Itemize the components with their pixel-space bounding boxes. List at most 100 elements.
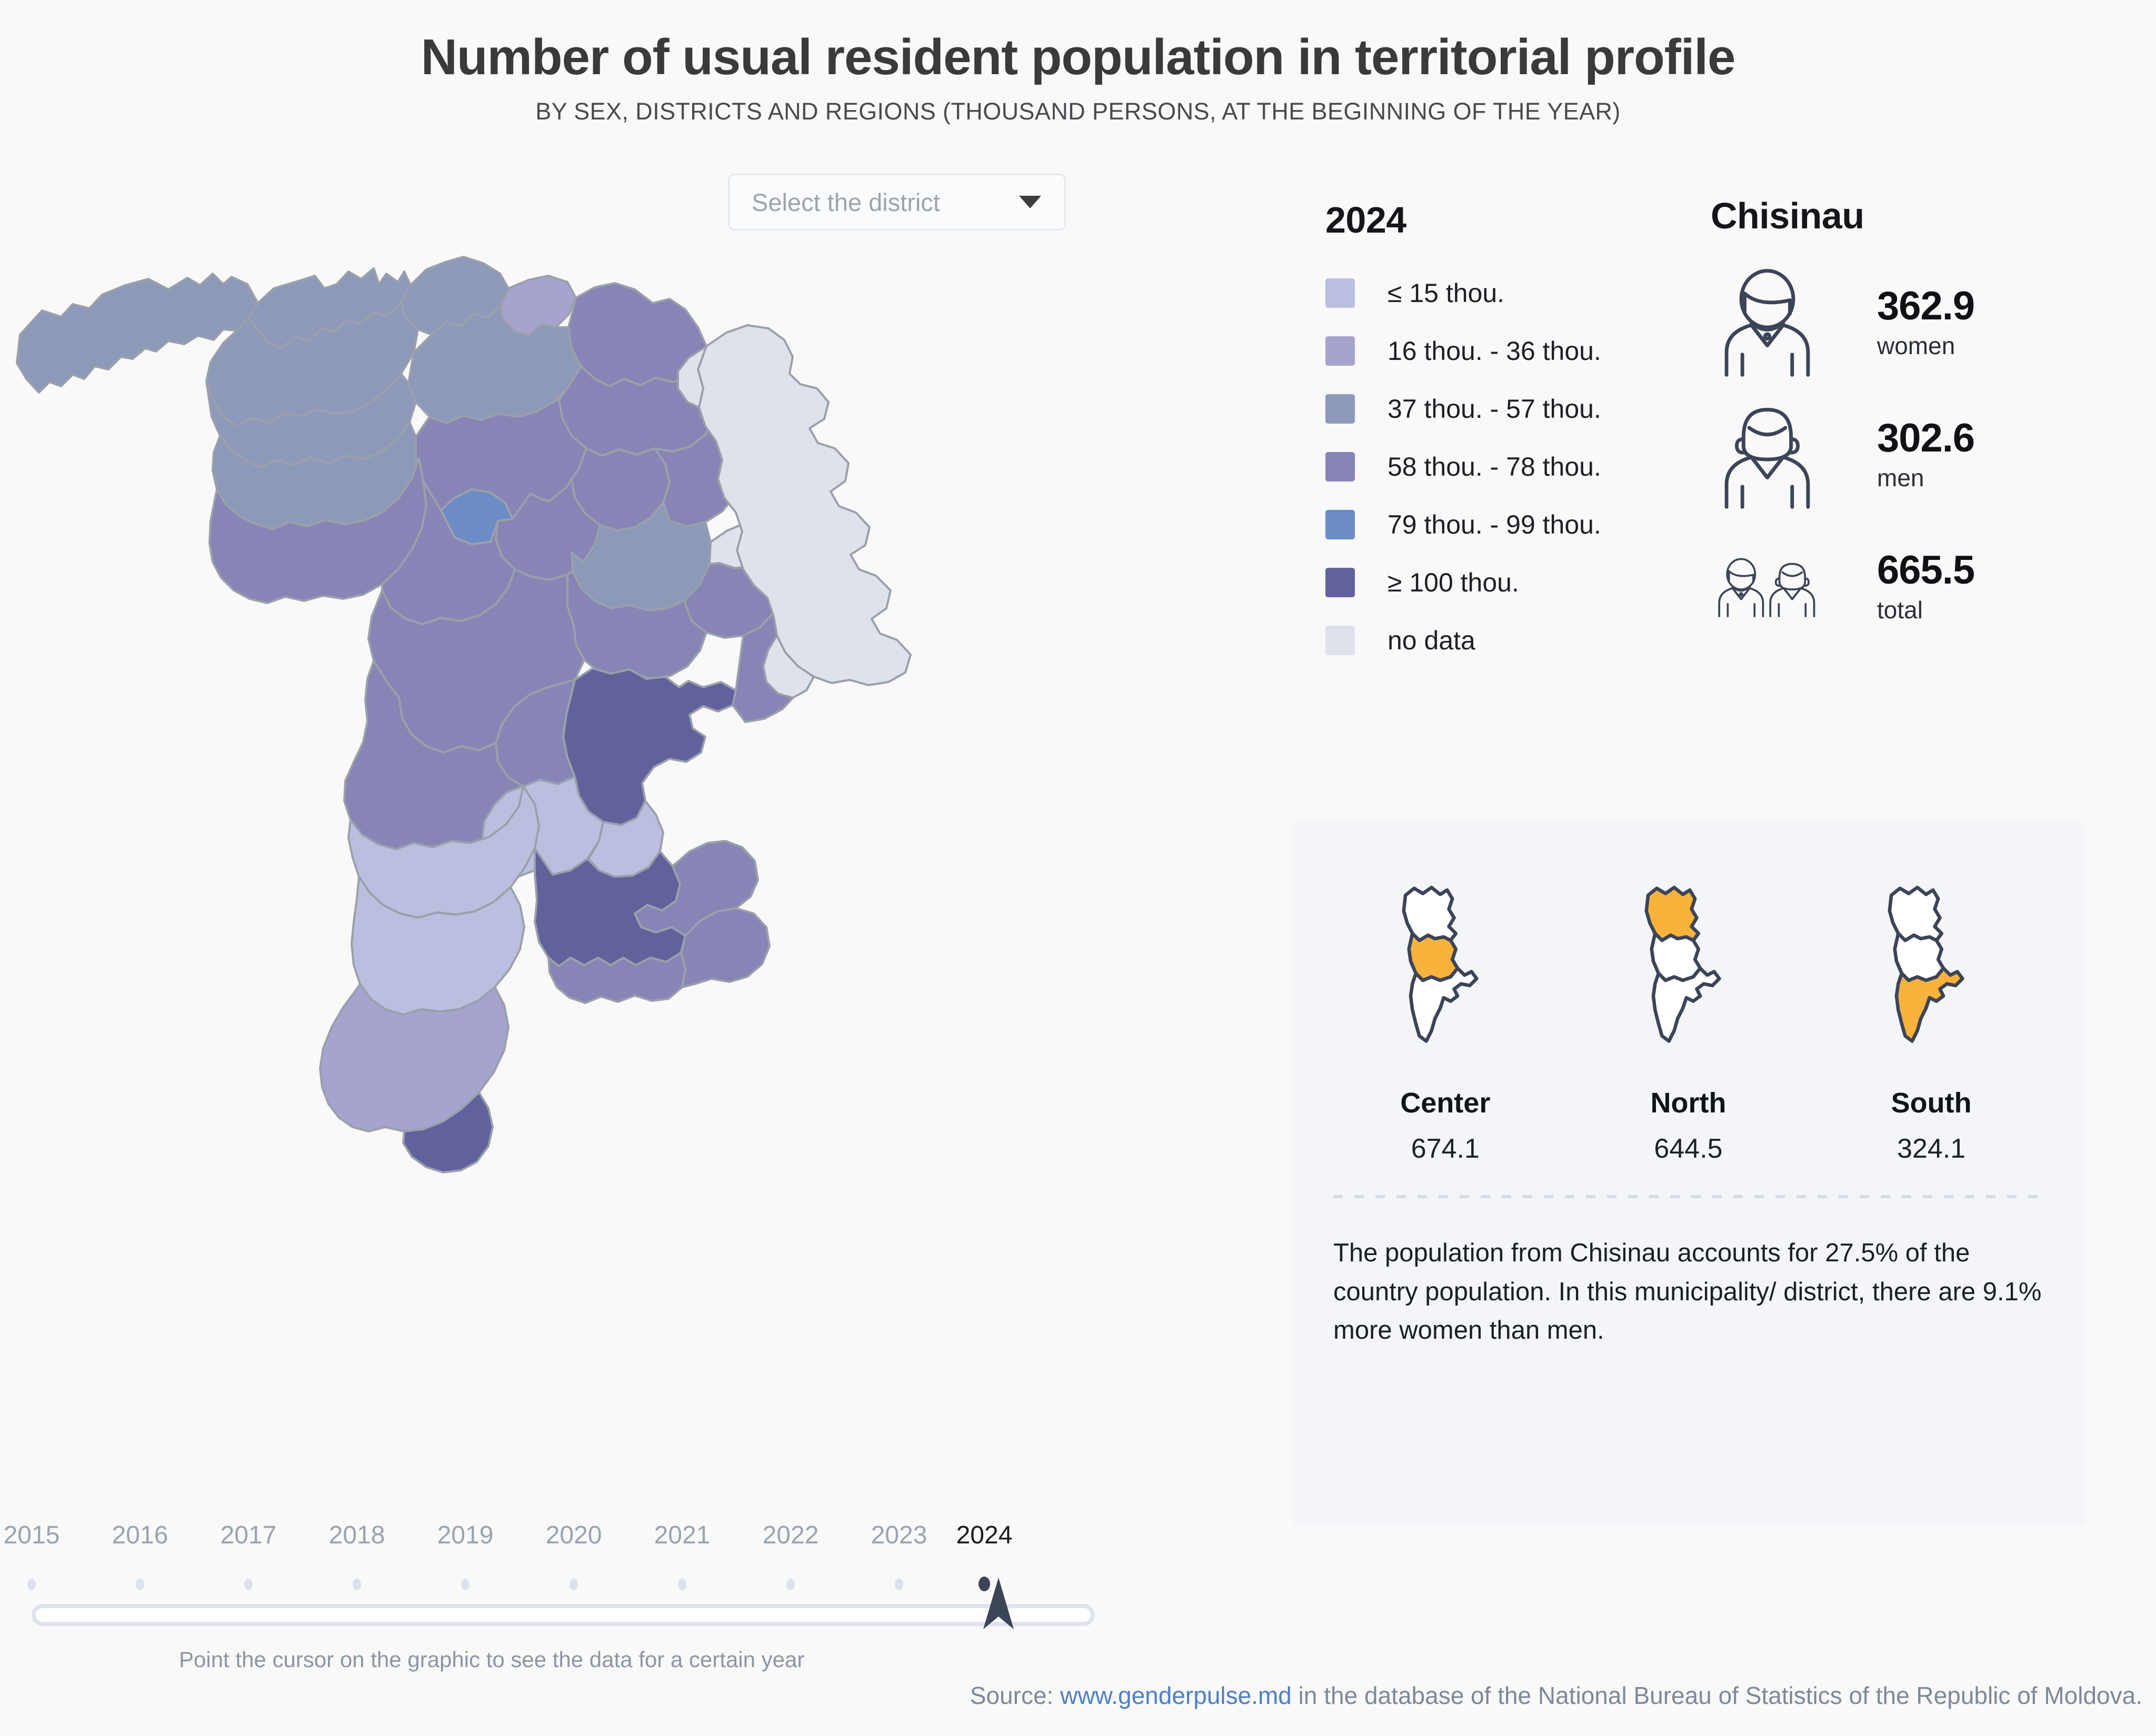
region-value: 324.1 bbox=[1897, 1133, 1966, 1164]
regions-note-text: The population from Chisinau accounts fo… bbox=[1333, 1239, 2042, 1344]
legend-swatch bbox=[1325, 510, 1355, 539]
region-no-data-transnistria[interactable] bbox=[697, 324, 912, 686]
timeline-dot-2015[interactable] bbox=[27, 1579, 36, 1590]
woman-and-man-avatar-icon bbox=[1711, 530, 1869, 644]
header: Number of usual resident population in t… bbox=[0, 0, 2156, 125]
region-value: 644.5 bbox=[1654, 1133, 1723, 1164]
selected-district-stats: Chisinau 362.9 women bbox=[1711, 195, 2090, 644]
district-vulcanesti[interactable] bbox=[402, 1091, 494, 1173]
legend-item[interactable]: 79 thou. - 99 thou. bbox=[1325, 496, 1601, 554]
region-item-center[interactable]: Center 674.1 bbox=[1345, 866, 1545, 1165]
timeline-year-labels: 2015 2016 2017 2018 2019 2020 2021 2022 … bbox=[4, 1521, 1095, 1563]
region-name: South bbox=[1891, 1087, 1972, 1119]
legend-label: ≤ 15 thou. bbox=[1388, 278, 1505, 308]
woman-avatar-icon bbox=[1711, 266, 1869, 379]
timeline-dot-2024[interactable] bbox=[979, 1577, 990, 1591]
source-link[interactable]: www.genderpulse.md bbox=[1060, 1682, 1292, 1709]
source-suffix: in the database of the National Bureau o… bbox=[1291, 1682, 2142, 1709]
region-no-data-camenca[interactable] bbox=[677, 345, 707, 408]
legend-item[interactable]: 16 thou. - 36 thou. bbox=[1325, 322, 1601, 380]
timeline-year-2023[interactable]: 2023 bbox=[871, 1521, 927, 1549]
legend-label: ≥ 100 thou. bbox=[1388, 568, 1519, 597]
legend-swatch bbox=[1325, 394, 1355, 424]
page-title: Number of usual resident population in t… bbox=[421, 29, 1736, 85]
moldova-choropleth-map[interactable] bbox=[11, 205, 1158, 1500]
stat-label: total bbox=[1877, 596, 1923, 624]
timeline-dot-2021[interactable] bbox=[678, 1579, 686, 1590]
timeline-year-2024[interactable]: 2024 bbox=[956, 1521, 1013, 1549]
page-subtitle: BY SEX, DISTRICTS AND REGIONS (THOUSAND … bbox=[535, 97, 1621, 125]
district-select-placeholder: Select the district bbox=[752, 188, 940, 216]
timeline-year-2019[interactable]: 2019 bbox=[437, 1521, 494, 1549]
timeline-year-2016[interactable]: 2016 bbox=[112, 1521, 168, 1549]
legend-swatch bbox=[1325, 336, 1355, 366]
legend-rows: ≤ 15 thou. 16 thou. - 36 thou. 37 thou. … bbox=[1325, 264, 1601, 669]
district-chisinau[interactable] bbox=[562, 667, 737, 826]
moldova-south-region-map-icon bbox=[1831, 866, 2031, 1060]
stat-label: women bbox=[1877, 332, 1955, 359]
regions-summary-card: Center 674.1 North 644.5 bbox=[1292, 821, 2084, 1526]
timeline-year-2022[interactable]: 2022 bbox=[762, 1521, 819, 1549]
chevron-down-icon bbox=[1019, 196, 1041, 208]
map-legend: 2024 ≤ 15 thou. 16 thou. - 36 thou. 37 t… bbox=[1325, 199, 1601, 669]
timeline-hint-text: Point the cursor on the graphic to see t… bbox=[179, 1647, 805, 1672]
timeline-track[interactable] bbox=[32, 1604, 1095, 1626]
legend-label: 37 thou. - 57 thou. bbox=[1388, 394, 1601, 424]
timeline-dots bbox=[27, 1574, 1095, 1601]
region-name: Center bbox=[1400, 1087, 1491, 1119]
district-briceni[interactable] bbox=[16, 273, 259, 394]
moldova-center-region-map-icon bbox=[1345, 866, 1545, 1060]
timeline-year-2015[interactable]: 2015 bbox=[3, 1521, 60, 1549]
district-causeni[interactable] bbox=[634, 840, 759, 937]
region-item-south[interactable]: South 324.1 bbox=[1831, 866, 2031, 1165]
legend-swatch bbox=[1325, 452, 1355, 481]
source-prefix: Source: bbox=[970, 1682, 1061, 1709]
timeline-year-2018[interactable]: 2018 bbox=[328, 1521, 385, 1549]
legend-item[interactable]: 58 thou. - 78 thou. bbox=[1325, 438, 1601, 496]
divider bbox=[1333, 1195, 2043, 1198]
legend-label: 79 thou. - 99 thou. bbox=[1388, 510, 1601, 539]
region-no-data-bender[interactable] bbox=[762, 635, 815, 699]
legend-item[interactable]: ≥ 100 thou. bbox=[1325, 554, 1601, 611]
region-item-north[interactable]: North 644.5 bbox=[1588, 866, 1788, 1165]
stat-value: 362.9 bbox=[1877, 283, 1975, 328]
timeline-year-2020[interactable]: 2020 bbox=[545, 1521, 602, 1549]
region-name: North bbox=[1650, 1087, 1726, 1119]
navigation-arrow-icon bbox=[983, 1578, 1014, 1629]
selected-district-name: Chisinau bbox=[1711, 195, 1864, 236]
legend-item[interactable]: no data bbox=[1325, 611, 1601, 669]
timeline-dot-2023[interactable] bbox=[895, 1579, 903, 1590]
legend-item[interactable]: ≤ 15 thou. bbox=[1325, 264, 1601, 322]
source-footer: Source: www.genderpulse.md in the databa… bbox=[0, 1681, 2156, 1710]
legend-label: no data bbox=[1388, 626, 1475, 655]
timeline-dot-2016[interactable] bbox=[136, 1579, 144, 1590]
legend-item[interactable]: 37 thou. - 57 thou. bbox=[1325, 380, 1601, 438]
stat-label: men bbox=[1877, 464, 1924, 491]
district-cantemir[interactable] bbox=[351, 876, 525, 1016]
map-svg bbox=[16, 256, 912, 1173]
regions-row: Center 674.1 North 644.5 bbox=[1292, 821, 2084, 1165]
legend-swatch bbox=[1325, 568, 1355, 597]
timeline-year-2017[interactable]: 2017 bbox=[220, 1521, 277, 1549]
timeline-dot-2020[interactable] bbox=[570, 1579, 578, 1590]
legend-swatch bbox=[1325, 626, 1355, 655]
stat-row-women: 362.9 women bbox=[1711, 266, 2090, 379]
stat-row-men: 302.6 men bbox=[1711, 398, 2090, 511]
timeline-dot-2017[interactable] bbox=[244, 1579, 253, 1590]
legend-label: 58 thou. - 78 thou. bbox=[1388, 452, 1601, 481]
legend-label: 16 thou. - 36 thou. bbox=[1388, 336, 1601, 366]
timeline-dot-2019[interactable] bbox=[461, 1579, 470, 1590]
region-value: 674.1 bbox=[1411, 1133, 1480, 1164]
district-select-dropdown[interactable]: Select the district bbox=[728, 174, 1066, 230]
timeline-dot-2022[interactable] bbox=[786, 1579, 795, 1590]
stat-value: 665.5 bbox=[1877, 547, 1975, 593]
timeline-year-2021[interactable]: 2021 bbox=[654, 1521, 711, 1549]
legend-swatch bbox=[1325, 278, 1355, 308]
stat-row-total: 665.5 total bbox=[1711, 530, 2090, 644]
moldova-north-region-map-icon bbox=[1588, 866, 1788, 1060]
stat-value: 302.6 bbox=[1877, 415, 1975, 460]
year-timeline-slider[interactable]: 2015 2016 2017 2018 2019 2020 2021 2022 … bbox=[4, 1521, 1095, 1626]
timeline-dot-2018[interactable] bbox=[353, 1579, 361, 1590]
man-avatar-icon bbox=[1711, 398, 1869, 511]
timeline-slider-thumb[interactable] bbox=[980, 1574, 1017, 1632]
